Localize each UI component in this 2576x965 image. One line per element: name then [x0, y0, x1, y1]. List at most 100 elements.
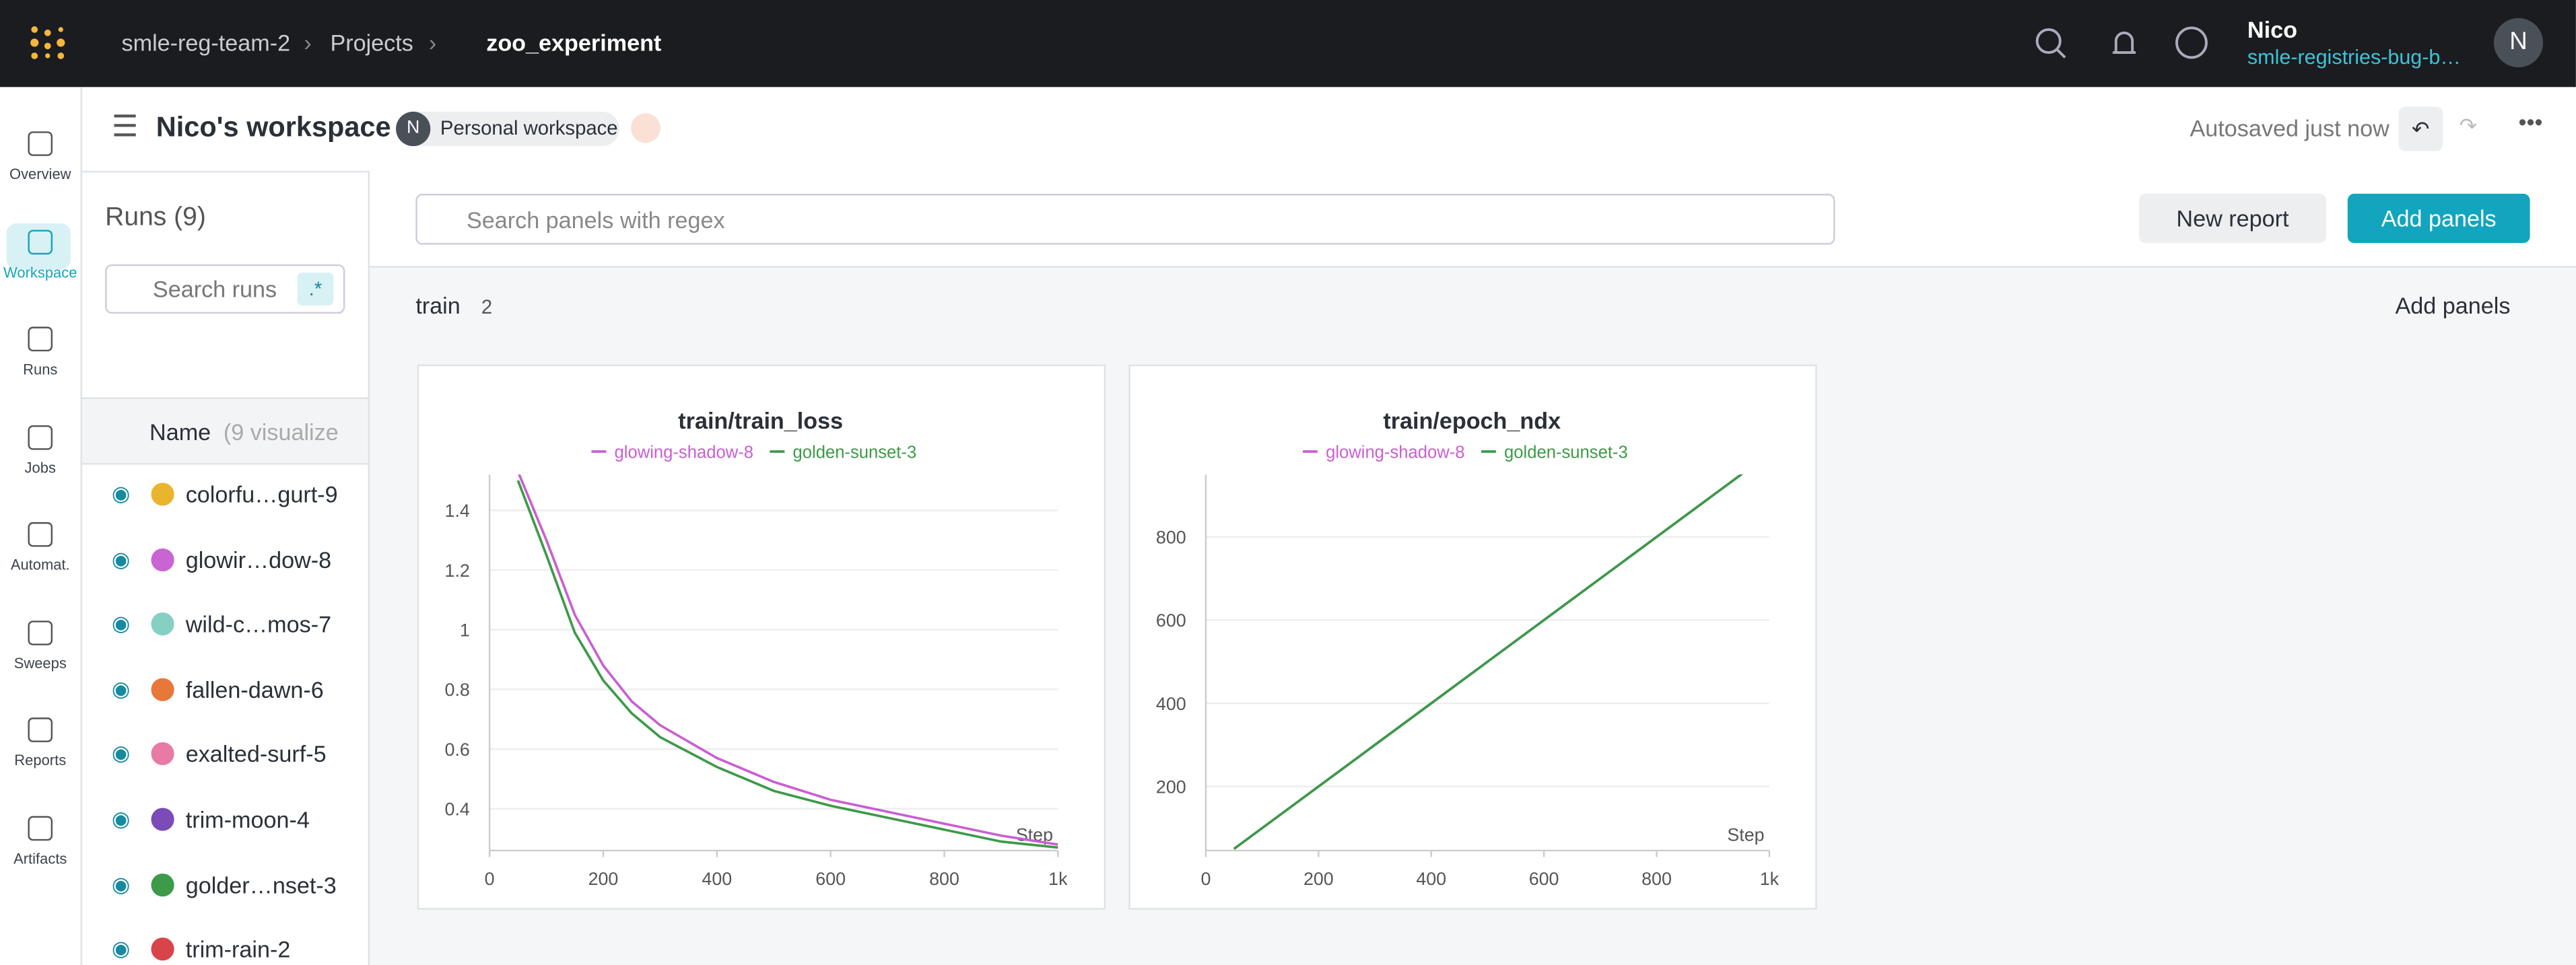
- nav-label[interactable]: Jobs: [24, 458, 56, 476]
- avatar[interactable]: N: [2493, 17, 2544, 68]
- visibility-icon[interactable]: ◉: [111, 871, 131, 896]
- y-tick-label: 600: [1156, 610, 1186, 631]
- visibility-icon[interactable]: ◉: [111, 741, 131, 766]
- nav-label[interactable]: Automat.: [10, 557, 70, 573]
- separator: ›: [428, 29, 437, 56]
- new-report[interactable]: New report: [2138, 193, 2327, 244]
- badge-avatar: N: [396, 111, 431, 147]
- y-tick-label: 1: [460, 620, 470, 641]
- runs-panel: Runs (9) Search runs .* Name (9 visualiz…: [82, 170, 370, 965]
- y-tick-label: 0.8: [445, 680, 470, 700]
- runs-search[interactable]: Search runs .*: [105, 264, 345, 314]
- run-name: exalted-surf-5: [185, 741, 327, 768]
- name-header-note: (9 visualize: [223, 419, 339, 445]
- y-tick-label: 400: [1156, 694, 1186, 714]
- top-bar: smle-reg-team-2 › Projects › zoo_experim…: [0, 0, 2576, 87]
- run-row[interactable]: ◉ golder…nset-3: [82, 853, 368, 917]
- breadcrumb[interactable]: Projects: [330, 29, 413, 56]
- run-row[interactable]: ◉ fallen-dawn-6: [82, 658, 368, 722]
- nav-icon[interactable]: [28, 620, 53, 645]
- panel-toolbar: Search panels with regex New report Add …: [370, 170, 2576, 268]
- run-name: golder…nset-3: [185, 871, 337, 898]
- run-name: fallen-dawn-6: [185, 676, 324, 703]
- name-header-label[interactable]: Name: [149, 419, 211, 445]
- runs-title: Runs (9): [105, 203, 206, 232]
- visibility-icon[interactable]: ◉: [111, 806, 131, 831]
- regex-toggle[interactable]: .*: [297, 273, 334, 306]
- breadcrumb[interactable]: smle-reg-team-2: [121, 29, 291, 56]
- nav-icon[interactable]: [28, 326, 53, 352]
- workspace-badge[interactable]: N Personal workspace: [396, 111, 619, 147]
- name-header: Name (9 visualize: [82, 397, 368, 465]
- nav-label[interactable]: Overview: [9, 166, 71, 182]
- y-tick-label: 800: [1156, 528, 1186, 548]
- section-name[interactable]: train: [415, 292, 461, 319]
- visibility-icon[interactable]: ◉: [111, 480, 131, 506]
- panel-search[interactable]: Search panels with regex: [415, 193, 1835, 245]
- run-color: [151, 547, 174, 571]
- user-org[interactable]: smle-registries-bug-b…: [2247, 46, 2461, 69]
- separator: ›: [304, 29, 312, 56]
- more[interactable]: •••: [2518, 108, 2543, 135]
- menu-icon[interactable]: ☰: [111, 110, 139, 143]
- run-color: [151, 742, 174, 766]
- visibility-icon[interactable]: ◉: [111, 936, 131, 961]
- run-name: glowir…dow-8: [185, 546, 332, 573]
- nav-icon[interactable]: [28, 717, 53, 742]
- series-line: [516, 480, 1058, 849]
- user-name: Nico: [2247, 16, 2297, 43]
- run-row[interactable]: ◉ trim-rain-2: [82, 918, 368, 965]
- section-count: 2: [481, 295, 493, 319]
- chart-title: train/epoch_ndx: [1383, 408, 1561, 434]
- section-add-panels[interactable]: Add panels: [2395, 292, 2511, 319]
- run-row[interactable]: ◉ colorfu…gurt-9: [82, 463, 368, 527]
- undo[interactable]: ↶: [2398, 106, 2443, 151]
- nav-icon[interactable]: [28, 131, 53, 156]
- chart-title: train/train_loss: [678, 408, 843, 434]
- chart: train/epoch_ndx glowing-shadow-8 golden-su…: [1156, 408, 1780, 889]
- chart-panel: train/epoch_ndx glowing-shadow-8 golden-su…: [1128, 364, 1817, 910]
- workspace-bar: ☰ Nico's workspace N Personal workspace …: [82, 87, 2576, 173]
- runs-search-placeholder: Search runs: [152, 275, 277, 302]
- header-icons[interactable]: [2034, 26, 2231, 63]
- add-panels[interactable]: Add panels: [2347, 193, 2530, 244]
- run-name: wild-c…mos-7: [185, 611, 332, 638]
- run-row[interactable]: ◉ trim-moon-4: [82, 788, 368, 852]
- visibility-icon[interactable]: ◉: [111, 611, 131, 636]
- lock-icon[interactable]: [630, 113, 660, 143]
- x-tick-label: 200: [1303, 869, 1334, 889]
- x-tick-label: 1k: [1048, 869, 1068, 889]
- run-color: [151, 873, 174, 896]
- run-row[interactable]: ◉ glowir…dow-8: [82, 528, 368, 592]
- breadcrumb[interactable]: zoo_experiment: [486, 29, 662, 56]
- visibility-icon[interactable]: ◉: [111, 546, 131, 571]
- visibility-icon[interactable]: ◉: [111, 676, 131, 701]
- logo: [30, 26, 65, 59]
- redo[interactable]: ↷: [2459, 113, 2478, 138]
- nav-icon[interactable]: [28, 815, 53, 841]
- nav-icon[interactable]: [28, 424, 53, 450]
- badge-label: Personal workspace: [440, 116, 618, 140]
- legend-label: golden-sunset-3: [793, 443, 917, 462]
- nav-icon[interactable]: [28, 229, 53, 254]
- run-color: [151, 808, 174, 831]
- legend-label: golden-sunset-3: [1504, 443, 1628, 462]
- nav-label[interactable]: Sweeps: [13, 654, 67, 671]
- y-tick-label: 0.4: [445, 799, 470, 820]
- nav-label[interactable]: Runs: [23, 361, 58, 378]
- x-tick-label: 800: [1641, 869, 1672, 889]
- x-tick-label: 800: [929, 869, 959, 889]
- nav-label[interactable]: Workspace: [3, 263, 77, 281]
- nav-label[interactable]: Artifacts: [13, 849, 67, 867]
- nav-icon[interactable]: [28, 522, 53, 547]
- y-tick-label: 0.6: [445, 740, 470, 760]
- run-color: [151, 482, 174, 506]
- run-row[interactable]: ◉ exalted-surf-5: [82, 723, 368, 787]
- legend-label: glowing-shadow-8: [1326, 443, 1464, 462]
- x-tick-label: 200: [588, 869, 619, 889]
- nav-label[interactable]: Reports: [14, 752, 67, 769]
- panel-search-placeholder: Search panels with regex: [466, 207, 725, 234]
- run-row[interactable]: ◉ wild-c…mos-7: [82, 593, 368, 657]
